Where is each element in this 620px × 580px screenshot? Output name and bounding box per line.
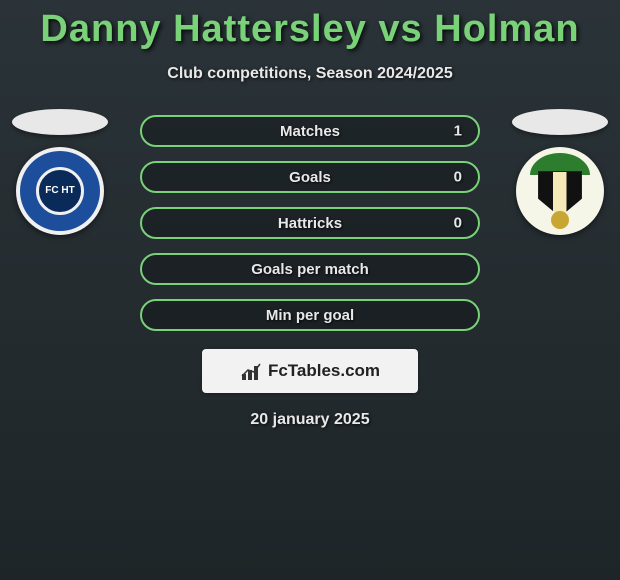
stat-row: Hattricks 0 — [140, 207, 480, 239]
bar-chart-icon — [240, 362, 262, 380]
stats-list: Matches 1 Goals 0 Hattricks 0 Goals per … — [140, 115, 480, 331]
stat-row: Matches 1 — [140, 115, 480, 147]
brand-badge[interactable]: FcTables.com — [202, 349, 418, 393]
page-title: Danny Hattersley vs Holman — [0, 0, 620, 51]
left-team-crest: FC HT — [16, 147, 104, 235]
stat-row: Goals per match — [140, 253, 480, 285]
stat-row: Min per goal — [140, 299, 480, 331]
left-crest-text: FC HT — [36, 167, 84, 215]
left-team-column: FC HT — [12, 109, 108, 235]
stat-label: Min per goal — [266, 307, 354, 324]
stat-label: Hattricks — [278, 215, 342, 232]
stat-value-right: 1 — [454, 123, 462, 140]
right-team-column — [512, 109, 608, 235]
stat-value-right: 0 — [454, 215, 462, 232]
stat-row: Goals 0 — [140, 161, 480, 193]
comparison-area: FC HT Matches 1 Goals 0 Hattricks 0 Goal… — [0, 115, 620, 429]
stat-value-right: 0 — [454, 169, 462, 186]
right-team-pill — [512, 109, 608, 135]
stat-label: Goals per match — [251, 261, 369, 278]
right-team-crest — [516, 147, 604, 235]
stat-label: Matches — [280, 123, 340, 140]
brand-text: FcTables.com — [268, 361, 380, 381]
date-text: 20 january 2025 — [0, 411, 620, 429]
page-subtitle: Club competitions, Season 2024/2025 — [0, 65, 620, 83]
stat-label: Goals — [289, 169, 331, 186]
left-team-pill — [12, 109, 108, 135]
